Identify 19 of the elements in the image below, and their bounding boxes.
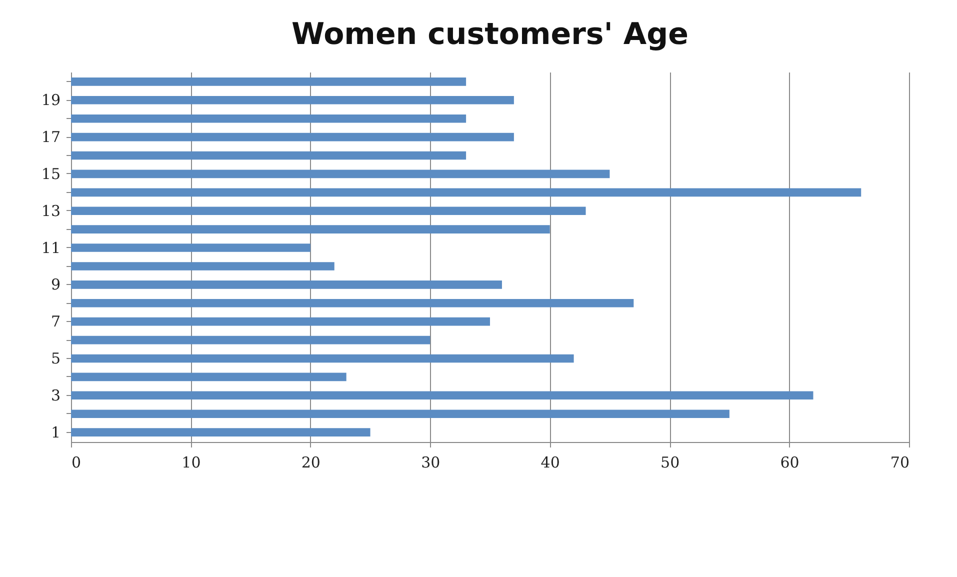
y-tick-label: 9 bbox=[50, 276, 60, 294]
y-tick-label: 1 bbox=[50, 423, 60, 442]
y-tick-label: 13 bbox=[41, 202, 60, 220]
y-tick-label: 15 bbox=[41, 164, 60, 183]
x-tick-label: 30 bbox=[421, 454, 440, 472]
y-tick-label: 19 bbox=[41, 91, 60, 110]
chart-title: Women customers' Age bbox=[292, 17, 688, 52]
y-tick-label: 17 bbox=[41, 128, 60, 146]
x-tick-label: 10 bbox=[182, 454, 201, 472]
x-tick-label: 0 bbox=[72, 454, 82, 472]
y-tick-label: 11 bbox=[41, 238, 60, 257]
y-tick-label: 5 bbox=[50, 349, 60, 368]
y-tick-label: 3 bbox=[50, 386, 60, 404]
x-tick-label: 20 bbox=[301, 454, 320, 472]
x-tick-label: 40 bbox=[540, 454, 560, 472]
x-tick-label: 60 bbox=[780, 454, 800, 472]
y-tick-label: 7 bbox=[50, 312, 60, 331]
x-tick-label: 70 bbox=[890, 454, 910, 472]
x-tick-label: 50 bbox=[660, 454, 680, 472]
